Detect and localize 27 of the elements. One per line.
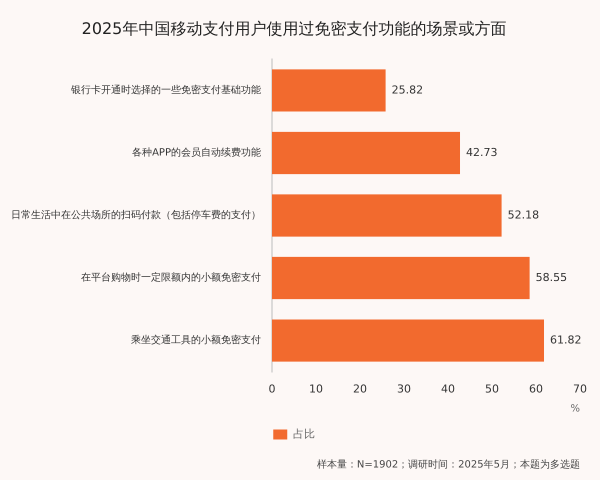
x-tick-label: 30 (397, 382, 411, 396)
x-axis-title: % (570, 404, 580, 415)
data-label: 58.55 (536, 270, 568, 284)
data-label: 61.82 (550, 333, 582, 346)
data-label: 52.18 (508, 208, 540, 222)
y-tick-label: 银行卡开通时选择的一些免密支付基础功能 (70, 84, 261, 96)
x-tick-label: 10 (309, 382, 323, 396)
x-tick-label: 70 (573, 382, 587, 396)
x-tick-label: 50 (485, 382, 499, 396)
data-label: 42.73 (466, 146, 498, 159)
y-tick-label: 乘坐交通工具的小额免密支付 (131, 334, 261, 346)
y-tick-label: 各种APP的会员自动续费功能 (132, 146, 261, 159)
bar (272, 256, 530, 300)
x-tick-label: 40 (441, 382, 455, 396)
text: 样本量：N=1902；调研时间：2025年5月；本题为多选题 (316, 458, 580, 471)
x-tick-label: 0 (268, 382, 276, 396)
bar (272, 132, 460, 174)
bar (272, 69, 386, 112)
y-tick-label: 在平台购物时一定限额内的小额免密支付 (81, 272, 261, 284)
chart-title: 2025年中国移动支付用户使用过免密支付功能的场景或方面 (82, 18, 506, 38)
bar (272, 194, 502, 237)
bar (272, 319, 544, 362)
data-label: 25.82 (392, 83, 424, 96)
legend-label: 占比 (292, 427, 315, 440)
y-tick-label: 日常生活中在公共场所的扫码付款（包括停车费的支付） (11, 209, 261, 222)
x-tick-label: 20 (353, 382, 367, 396)
x-tick-label: 60 (529, 382, 543, 396)
